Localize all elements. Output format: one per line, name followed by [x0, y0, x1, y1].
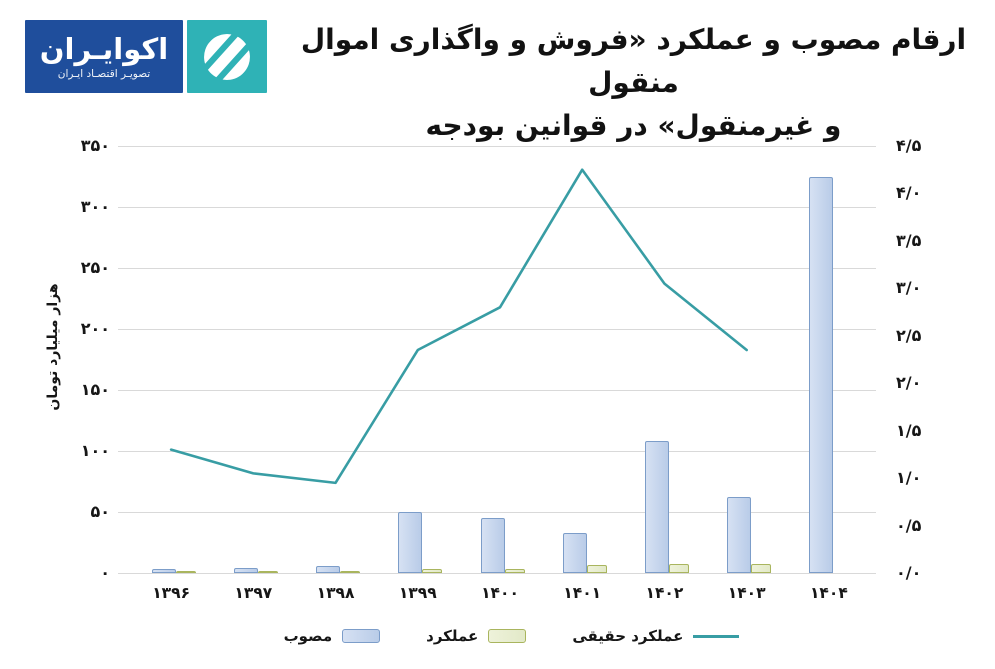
legend-item-real-performance: عملکرد حقیقی	[572, 627, 740, 645]
logo-brand-name: اکوایـران	[39, 32, 169, 66]
logo-emblem	[187, 20, 267, 93]
left-axis-tick: ۲۵۰	[80, 258, 110, 277]
right-axis-tick: ۴/۵	[896, 136, 922, 155]
bar-approved	[644, 441, 669, 573]
bar-approved	[316, 565, 341, 573]
performance-swatch	[488, 629, 527, 643]
legend-label-performance: عملکرد	[426, 627, 479, 645]
logo-tagline: تصویـر اقتصـاد ایـران	[57, 68, 151, 80]
x-axis-tick: ۱۴۰۰	[481, 584, 519, 602]
legend-item-approved: مصوب	[284, 627, 381, 645]
gridline	[118, 206, 876, 208]
bar-approved	[480, 518, 505, 573]
globe-stripes-icon	[196, 25, 258, 88]
bar-approved	[151, 569, 176, 573]
bar-approved	[398, 512, 423, 573]
chart-title: ارقام مصوب و عملکرد «فروش و واگذاری اموا…	[280, 18, 987, 147]
right-axis-tick: ۲/۰	[896, 373, 922, 393]
gridline	[118, 267, 876, 269]
gridline	[118, 328, 876, 330]
legend-item-performance: عملکرد	[426, 627, 527, 645]
chart-title-line2: و غیرمنقول» در قوانین بودجه	[425, 109, 842, 142]
bar-performance	[504, 568, 525, 573]
x-axis-tick: ۱۴۰۲	[645, 584, 684, 602]
x-axis-tick: ۱۴۰۳	[727, 584, 766, 602]
gridline	[118, 389, 876, 391]
bar-performance	[257, 571, 278, 573]
bar-performance	[175, 571, 196, 573]
x-axis-tick: ۱۳۹۶	[152, 584, 191, 602]
x-axis-tick: ۱۴۰۴	[809, 584, 848, 602]
right-axis-tick: ۴/۰	[896, 183, 922, 203]
ecoiran-logo: اکوایـران تصویـر اقتصـاد ایـران	[25, 20, 267, 93]
left-axis-tick: ۳۵۰	[80, 136, 110, 155]
right-axis-tick: ۱/۵	[896, 420, 922, 440]
gridline	[118, 511, 876, 513]
bar-approved	[727, 497, 752, 573]
right-axis-tick: ۰/۰	[896, 563, 922, 582]
bar-performance	[422, 569, 443, 573]
bar-approved	[233, 568, 258, 573]
right-axis-tick: ۳/۵	[896, 230, 922, 250]
real-performance-line-swatch	[693, 634, 740, 638]
bar-performance	[586, 565, 607, 573]
legend-label-real-performance: عملکرد حقیقی	[572, 627, 684, 645]
gridline	[118, 145, 876, 147]
logo-text-box: اکوایـران تصویـر اقتصـاد ایـران	[25, 20, 183, 93]
gridline	[118, 572, 876, 574]
left-axis-tick: ۰	[100, 563, 110, 582]
bar-performance	[340, 570, 361, 573]
x-axis-tick: ۱۳۹۹	[398, 584, 437, 602]
left-axis-tick: ۵۰	[90, 502, 110, 521]
legend: مصوب عملکرد عملکرد حقیقی	[0, 627, 995, 645]
bar-approved	[562, 532, 587, 573]
right-axis-tick: ۰/۵	[896, 515, 922, 535]
right-axis-tick: ۱/۰	[896, 468, 922, 488]
bar-performance	[668, 563, 689, 573]
left-axis-tick: ۳۰۰	[80, 197, 110, 216]
bar-performance	[751, 563, 772, 573]
left-axis-tick: ۲۰۰	[80, 319, 110, 338]
left-axis-tick: ۱۵۰	[80, 380, 110, 399]
x-axis-tick: ۱۳۹۸	[316, 584, 355, 602]
gridline	[118, 450, 876, 452]
left-axis-tick: ۱۰۰	[80, 441, 110, 460]
right-axis-tick: ۳/۰	[896, 278, 922, 298]
chart-title-line1: ارقام مصوب و عملکرد «فروش و واگذاری اموا…	[300, 23, 967, 99]
approved-swatch	[342, 629, 381, 643]
legend-label-approved: مصوب	[283, 627, 333, 645]
bar-approved	[809, 176, 834, 573]
x-axis-tick: ۱۴۰۱	[563, 584, 602, 602]
right-axis-tick: ۲/۵	[896, 325, 922, 345]
real-performance-line	[169, 168, 748, 485]
x-axis-tick: ۱۳۹۷	[234, 584, 273, 602]
